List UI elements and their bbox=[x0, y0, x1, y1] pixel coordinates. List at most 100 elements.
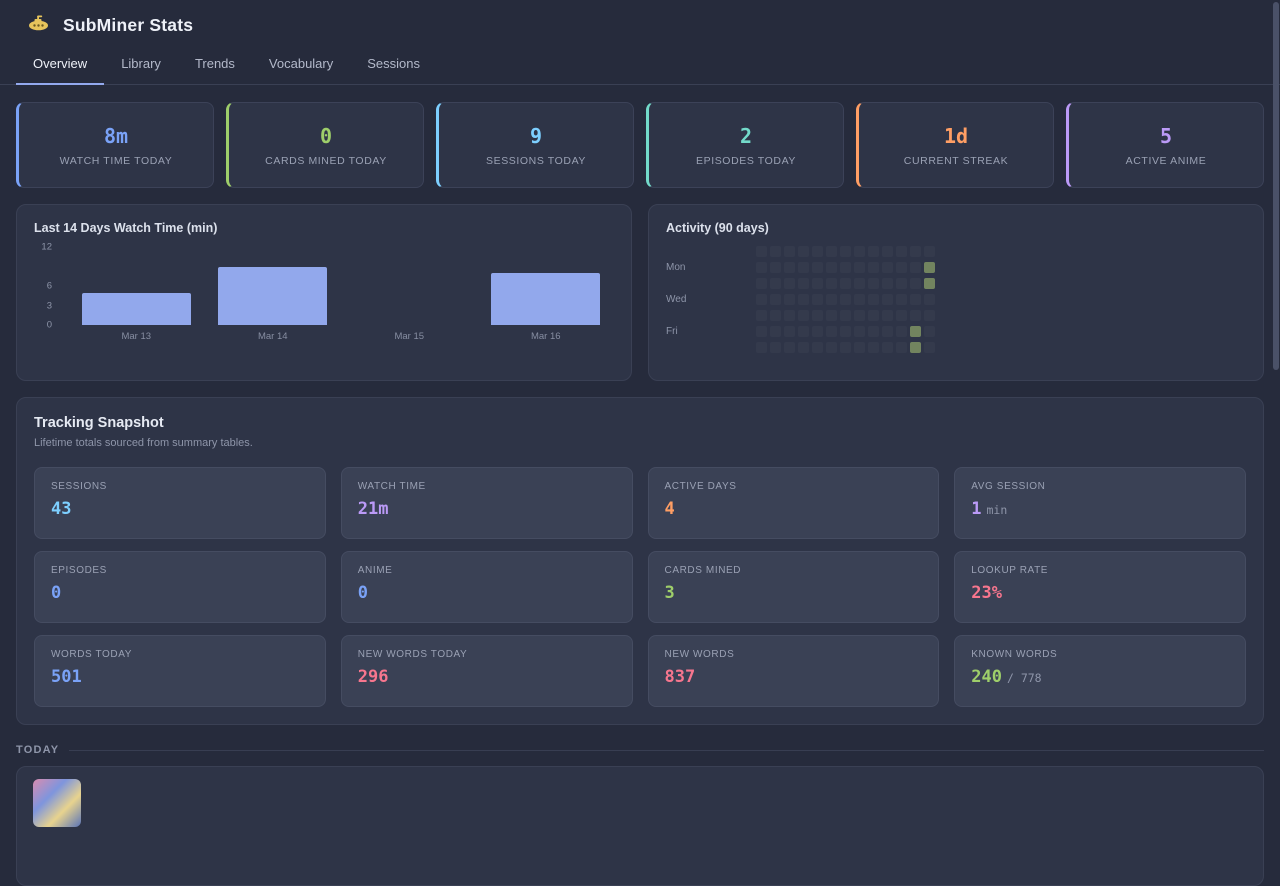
heatmap-cell bbox=[784, 246, 795, 257]
heatmap-cell bbox=[910, 310, 921, 321]
tracking-card-avg-session: AVG SESSION 1 min bbox=[954, 467, 1246, 539]
y-tick-label: 6 bbox=[46, 280, 52, 292]
stat-label: CURRENT STREAK bbox=[903, 154, 1009, 167]
heatmap-cell bbox=[896, 278, 907, 289]
stat-value: 5 bbox=[1159, 123, 1173, 148]
heatmap-cell bbox=[840, 342, 851, 353]
heatmap-cell bbox=[826, 278, 837, 289]
heatmap-cell bbox=[770, 294, 781, 305]
heatmap-cell bbox=[854, 278, 865, 289]
x-tick-label: Mar 13 bbox=[121, 331, 152, 342]
stat-card-cards-mined-today: 0 CARDS MINED TODAY bbox=[226, 102, 424, 188]
tab-library[interactable]: Library bbox=[121, 56, 161, 71]
watch-time-chart-title: Last 14 Days Watch Time (min) bbox=[34, 221, 218, 235]
heatmap-cell bbox=[770, 262, 781, 273]
tracking-label: ANIME bbox=[357, 565, 393, 576]
heatmap-cell bbox=[784, 310, 795, 321]
heatmap-day-label: Mon bbox=[666, 262, 686, 273]
tracking-value: 3 bbox=[664, 583, 675, 603]
tracking-card-anime: ANIME 0 bbox=[340, 551, 633, 623]
tracking-value: 501 bbox=[51, 667, 82, 687]
heatmap-cell bbox=[910, 246, 921, 257]
tracking-suffix: / 778 bbox=[1006, 671, 1042, 685]
tracking-label: WORDS TODAY bbox=[51, 649, 133, 660]
bar-mar-15: Mar 15 bbox=[341, 247, 478, 342]
heatmap-cell bbox=[924, 310, 935, 321]
activity-heatmap: Mon Wed Fri bbox=[666, 246, 1246, 358]
tracking-snapshot-panel: Tracking Snapshot Lifetime totals source… bbox=[16, 397, 1264, 725]
heatmap-cell bbox=[756, 294, 767, 305]
heatmap-day-label: Fri bbox=[666, 326, 678, 337]
tab-bar: Overview Library Trends Vocabulary Sessi… bbox=[0, 44, 1280, 85]
heatmap-cell bbox=[910, 278, 921, 289]
activity-grid bbox=[756, 246, 935, 353]
heatmap-cell bbox=[812, 294, 823, 305]
heatmap-cell bbox=[882, 326, 893, 337]
heatmap-cell bbox=[826, 262, 837, 273]
tab-overview[interactable]: Overview bbox=[16, 44, 105, 85]
tracking-card-words-today: WORDS TODAY 501 bbox=[34, 635, 326, 707]
heatmap-cell bbox=[910, 326, 921, 337]
activity-row-labels: Mon Wed Fri bbox=[666, 246, 728, 358]
heatmap-day-label: Wed bbox=[666, 294, 687, 305]
heatmap-cell bbox=[784, 262, 795, 273]
stat-card-episodes-today: 2 EPISODES TODAY bbox=[646, 102, 844, 188]
stat-label: CARDS MINED TODAY bbox=[265, 154, 387, 167]
heatmap-cell bbox=[798, 278, 809, 289]
heatmap-cell bbox=[826, 342, 837, 353]
heatmap-cell bbox=[896, 262, 907, 273]
heatmap-cell bbox=[812, 310, 823, 321]
stat-value: 0 bbox=[319, 123, 333, 148]
heatmap-cell bbox=[910, 294, 921, 305]
tab-sessions[interactable]: Sessions bbox=[367, 56, 420, 71]
anime-thumbnail bbox=[33, 779, 81, 827]
tracking-label: ACTIVE DAYS bbox=[664, 481, 737, 492]
heatmap-cell bbox=[798, 342, 809, 353]
watch-time-bars: Mar 13 Mar 14 Mar 15 Mar 16 bbox=[68, 247, 615, 342]
heatmap-cell bbox=[840, 326, 851, 337]
today-label: TODAY bbox=[16, 744, 60, 756]
heatmap-cell bbox=[784, 326, 795, 337]
heatmap-cell bbox=[840, 246, 851, 257]
heatmap-cell bbox=[882, 278, 893, 289]
tab-trends[interactable]: Trends bbox=[194, 56, 235, 71]
heatmap-day-label bbox=[666, 342, 728, 358]
tracking-subtitle: Lifetime totals sourced from summary tab… bbox=[34, 437, 253, 449]
tracking-label: AVG SESSION bbox=[971, 481, 1046, 492]
stat-label: EPISODES TODAY bbox=[695, 154, 796, 167]
tracking-value: 23% bbox=[971, 583, 1002, 603]
scrollbar-thumb[interactable] bbox=[1273, 2, 1279, 370]
stat-cards-row: 8m WATCH TIME TODAY 0 CARDS MINED TODAY … bbox=[16, 102, 1264, 188]
tab-vocabulary[interactable]: Vocabulary bbox=[268, 56, 334, 71]
heatmap-cell bbox=[784, 278, 795, 289]
heatmap-cell bbox=[770, 246, 781, 257]
tracking-value: 296 bbox=[357, 667, 389, 687]
x-tick-label: Mar 16 bbox=[530, 331, 561, 342]
heatmap-cell bbox=[798, 246, 809, 257]
heatmap-cell bbox=[812, 246, 823, 257]
heatmap-cell bbox=[840, 262, 851, 273]
tracking-card-episodes: EPISODES 0 bbox=[34, 551, 326, 623]
tracking-label: KNOWN WORDS bbox=[971, 649, 1058, 660]
heatmap-cell bbox=[756, 262, 767, 273]
bar-mar-16: Mar 16 bbox=[478, 247, 615, 342]
heatmap-cell bbox=[896, 310, 907, 321]
heatmap-cell bbox=[924, 262, 935, 273]
stat-value: 2 bbox=[739, 123, 753, 148]
tracking-grid: SESSIONS 43 WATCH TIME 21m ACTIVE DAYS 4… bbox=[34, 467, 1246, 707]
heatmap-cell bbox=[910, 342, 921, 353]
heatmap-cell bbox=[854, 326, 865, 337]
tracking-suffix: min bbox=[986, 503, 1008, 517]
tracking-card-watch-time: WATCH TIME 21m bbox=[340, 467, 633, 539]
tracking-label: SESSIONS bbox=[51, 481, 107, 492]
heatmap-cell bbox=[924, 326, 935, 337]
stat-value: 1d bbox=[943, 123, 969, 148]
tracking-label: CARDS MINED bbox=[664, 565, 742, 576]
heatmap-cell bbox=[784, 342, 795, 353]
stat-card-active-anime: 5 ACTIVE ANIME bbox=[1066, 102, 1264, 188]
stat-card-current-streak: 1d CURRENT STREAK bbox=[856, 102, 1054, 188]
today-session-card[interactable] bbox=[16, 766, 1264, 886]
heatmap-cell bbox=[840, 310, 851, 321]
app-title: SubMiner Stats bbox=[63, 15, 194, 35]
tracking-card-cards-mined: CARDS MINED 3 bbox=[647, 551, 940, 623]
